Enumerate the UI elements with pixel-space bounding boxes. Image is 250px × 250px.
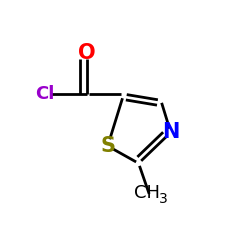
Text: S: S [100,136,115,156]
Text: 3: 3 [159,192,168,206]
Text: N: N [162,122,180,142]
Text: O: O [78,43,96,63]
Text: Cl: Cl [35,85,54,103]
Text: CH: CH [134,184,160,202]
